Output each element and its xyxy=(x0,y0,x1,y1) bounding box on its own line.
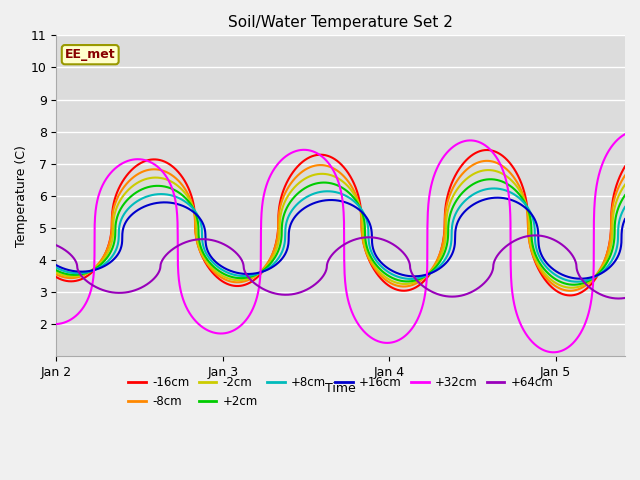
Line: +64cm: +64cm xyxy=(56,235,625,299)
Line: +16cm: +16cm xyxy=(56,198,625,279)
+16cm xyxy=(611,260,618,265)
+2cm xyxy=(570,282,577,288)
-16cm xyxy=(151,156,159,162)
Line: -8cm: -8cm xyxy=(56,161,625,291)
+2cm xyxy=(295,190,303,195)
-16cm xyxy=(271,246,278,252)
Y-axis label: Temperature (C): Temperature (C) xyxy=(15,145,28,247)
+2cm xyxy=(151,183,159,189)
+32cm xyxy=(52,321,60,327)
-2cm xyxy=(549,278,557,284)
+8cm xyxy=(271,260,278,266)
-8cm xyxy=(271,246,278,252)
-2cm xyxy=(611,207,618,213)
+64cm xyxy=(531,232,539,238)
+32cm xyxy=(610,141,618,146)
-8cm xyxy=(566,288,574,294)
-16cm xyxy=(621,164,629,169)
+32cm xyxy=(117,161,125,167)
-8cm xyxy=(117,188,125,194)
-8cm xyxy=(611,197,618,203)
-2cm xyxy=(117,196,125,202)
+2cm xyxy=(271,255,278,261)
+16cm xyxy=(117,244,125,250)
+64cm xyxy=(271,290,278,296)
-8cm xyxy=(483,158,491,164)
+8cm xyxy=(621,204,629,210)
+8cm xyxy=(117,217,125,223)
+8cm xyxy=(52,265,60,271)
+16cm xyxy=(52,263,60,268)
-16cm xyxy=(117,181,125,187)
+16cm xyxy=(271,263,278,269)
-16cm xyxy=(611,191,618,196)
+8cm xyxy=(611,253,618,259)
+2cm xyxy=(611,237,618,243)
+16cm xyxy=(577,276,584,282)
+16cm xyxy=(295,209,303,215)
-2cm xyxy=(52,270,60,276)
+32cm xyxy=(621,131,629,137)
Text: EE_met: EE_met xyxy=(65,48,116,61)
+8cm xyxy=(573,279,581,285)
X-axis label: Time: Time xyxy=(325,382,356,395)
Line: +8cm: +8cm xyxy=(56,189,625,282)
+2cm xyxy=(549,275,557,280)
+16cm xyxy=(151,201,159,206)
+8cm xyxy=(549,270,557,276)
+64cm xyxy=(621,295,629,301)
-8cm xyxy=(151,167,159,172)
+16cm xyxy=(493,195,501,201)
-2cm xyxy=(151,175,159,180)
-2cm xyxy=(271,251,278,257)
Legend: -16cm, -8cm, -2cm, +2cm, +8cm, +16cm, +32cm, +64cm: -16cm, -8cm, -2cm, +2cm, +8cm, +16cm, +3… xyxy=(129,376,553,408)
+32cm xyxy=(550,349,557,355)
-16cm xyxy=(566,292,574,298)
+64cm xyxy=(549,236,557,242)
+64cm xyxy=(614,296,622,301)
+2cm xyxy=(621,192,629,198)
Title: Soil/Water Temperature Set 2: Soil/Water Temperature Set 2 xyxy=(228,15,453,30)
-16cm xyxy=(483,147,491,153)
-8cm xyxy=(52,272,60,277)
-2cm xyxy=(568,285,575,290)
-16cm xyxy=(295,162,303,168)
+32cm xyxy=(295,147,303,153)
+8cm xyxy=(490,186,498,192)
Line: +32cm: +32cm xyxy=(56,134,625,352)
+64cm xyxy=(610,295,618,301)
-2cm xyxy=(621,182,629,188)
+32cm xyxy=(271,166,278,171)
Line: -16cm: -16cm xyxy=(56,150,625,295)
-8cm xyxy=(621,173,629,179)
-16cm xyxy=(52,274,60,280)
+2cm xyxy=(486,176,494,182)
+64cm xyxy=(151,275,159,280)
Line: -2cm: -2cm xyxy=(56,170,625,288)
+2cm xyxy=(52,267,60,273)
Line: +2cm: +2cm xyxy=(56,179,625,285)
+16cm xyxy=(621,216,629,222)
+2cm xyxy=(117,205,125,211)
+8cm xyxy=(151,192,159,197)
+32cm xyxy=(548,349,556,355)
-2cm xyxy=(295,180,303,186)
+64cm xyxy=(295,290,303,296)
+16cm xyxy=(549,266,557,272)
-16cm xyxy=(549,285,557,291)
+8cm xyxy=(295,200,303,205)
+64cm xyxy=(52,242,60,248)
+32cm xyxy=(151,162,159,168)
-8cm xyxy=(549,281,557,287)
-8cm xyxy=(295,171,303,177)
+64cm xyxy=(117,290,125,296)
-2cm xyxy=(484,167,492,173)
